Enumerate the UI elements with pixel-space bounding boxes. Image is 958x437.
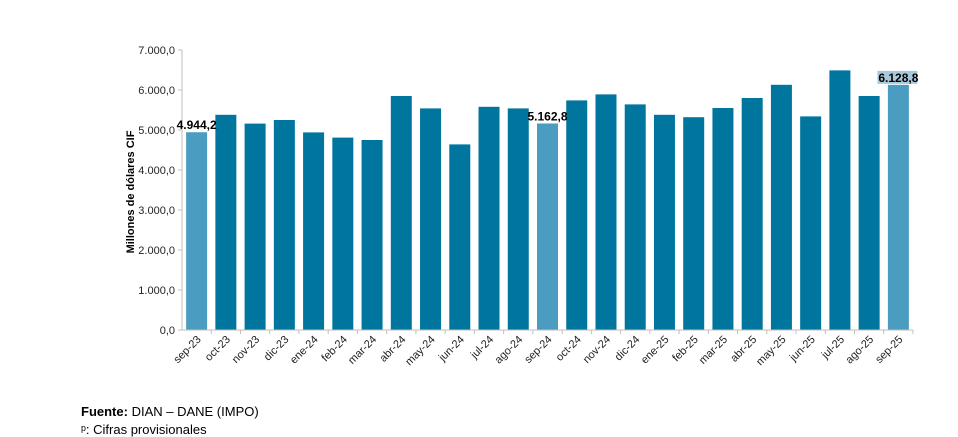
x-tick-label: ago-25 [844,334,877,367]
x-tick-label: oct-23 [203,334,233,364]
x-tick-label: feb-25 [670,334,701,365]
bar-nov-24 [595,94,617,331]
bar-ene-24 [303,132,325,330]
bar-oct-24 [566,100,588,331]
x-tick-label: dic-23 [262,334,292,364]
x-tick-label: jun-24 [436,334,467,365]
y-tick-label: 3.000,0 [138,205,175,217]
bar-jul-24 [478,106,500,330]
bar-ago-25 [858,96,880,330]
x-tick-label: may-24 [403,334,437,368]
bar-abr-24 [390,96,412,330]
x-tick-label: ago-24 [493,334,526,367]
x-tick-label: mar-25 [697,334,730,367]
x-tick-label: sep-25 [873,334,905,366]
y-tick-label: 2.000,0 [138,245,175,257]
bar-jun-25 [800,116,822,331]
y-tick-label: 5.000,0 [138,125,175,137]
bar-sep-24 [537,123,558,330]
x-tick-label: may-25 [754,334,788,368]
x-tick-label: sep-23 [171,334,203,366]
bar-sep-23 [186,132,208,330]
data-label-sep-23: 4.944,2 [177,118,217,132]
bar-dic-23 [273,120,295,330]
bar-chart: 0,0 1.000,0 2.000,0 3.000,0 4.000,0 5.000,0 6.… [125,45,919,368]
x-tick-label: ene-24 [288,334,321,367]
y-axis: 0,0 1.000,0 2.000,0 3.000,0 4.000,0 5.000,0 6.… [138,45,183,337]
bar-may-25 [770,84,792,330]
bar-ene-25 [653,114,675,330]
bar-nov-23 [244,123,266,330]
source-text: DIAN – DANE (IMPO) [127,404,259,419]
x-tick-label: nov-23 [230,334,262,366]
x-tick-label: feb-24 [319,334,350,365]
bar-sep-25 [887,84,909,331]
source-label: Fuente: [81,404,128,419]
data-label-bg [877,70,918,84]
y-axis-title: Millones de dólares CIF [125,130,137,253]
bar-jul-25 [829,70,851,331]
x-tick-label: oct-24 [554,334,584,364]
data-label-sep-25: 6.128,8 [878,71,918,85]
bars [186,70,909,331]
data-label-sep-24: 5.162,8 [527,109,567,123]
bar-mar-25 [712,108,734,330]
y-tick-label: 0,0 [160,325,175,337]
bar-ago-24 [507,108,529,331]
bar-dic-24 [624,104,646,331]
x-tick-label: ene-25 [639,334,672,367]
x-tick-label: mar-24 [346,334,379,367]
x-tick-label: dic-24 [613,334,643,364]
bar-feb-24 [332,137,354,330]
bar-jun-24 [449,144,471,330]
data-labels: 4.944,2 5.162,8 6.128,8 [177,70,919,132]
y-tick-label: 1.000,0 [138,285,175,297]
y-tick-label: 6.000,0 [138,85,175,97]
x-tick-label: sep-24 [522,334,554,366]
source-note: Fuente: DIAN – DANE (IMPO) [81,404,259,419]
provisional-note: ᵖ: Cifras provisionales [81,422,207,437]
bar-oct-23 [215,114,237,330]
bar-may-24 [420,108,442,331]
x-tick-label: nov-24 [581,334,613,366]
bar-mar-24 [361,140,383,330]
x-tick-label: jun-25 [787,334,818,365]
y-tick-label: 4.000,0 [138,165,175,177]
y-tick-label: 7.000,0 [138,45,175,57]
bar-abr-25 [741,98,763,330]
bar-feb-25 [683,117,705,330]
